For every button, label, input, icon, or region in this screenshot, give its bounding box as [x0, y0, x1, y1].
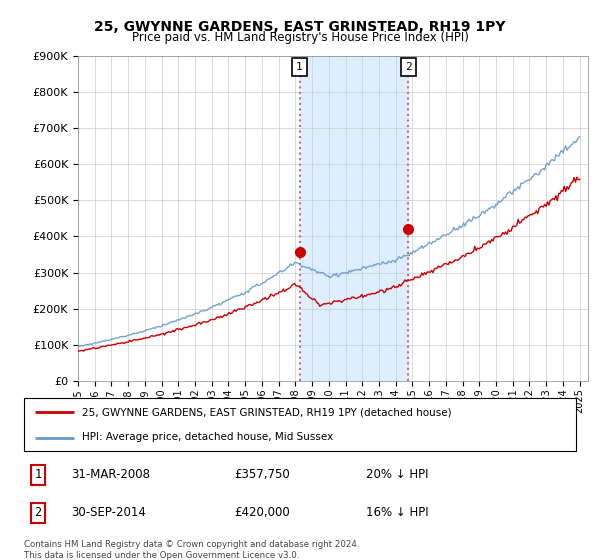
Text: 25, GWYNNE GARDENS, EAST GRINSTEAD, RH19 1PY (detached house): 25, GWYNNE GARDENS, EAST GRINSTEAD, RH19…: [82, 408, 452, 418]
Bar: [299, 56, 408, 381]
FancyBboxPatch shape: [24, 398, 576, 451]
Text: 2: 2: [405, 62, 412, 72]
Text: 20% ↓ HPI: 20% ↓ HPI: [366, 468, 429, 481]
Text: £420,000: £420,000: [234, 506, 290, 519]
Text: 2: 2: [34, 506, 41, 519]
Text: HPI: Average price, detached house, Mid Sussex: HPI: Average price, detached house, Mid …: [82, 432, 333, 442]
Text: 31-MAR-2008: 31-MAR-2008: [71, 468, 150, 481]
Text: 16% ↓ HPI: 16% ↓ HPI: [366, 506, 429, 519]
Text: 25, GWYNNE GARDENS, EAST GRINSTEAD, RH19 1PY: 25, GWYNNE GARDENS, EAST GRINSTEAD, RH19…: [94, 20, 506, 34]
Text: £357,750: £357,750: [234, 468, 290, 481]
Text: 30-SEP-2014: 30-SEP-2014: [71, 506, 146, 519]
Text: Price paid vs. HM Land Registry's House Price Index (HPI): Price paid vs. HM Land Registry's House …: [131, 31, 469, 44]
Text: 1: 1: [296, 62, 303, 72]
Text: Contains HM Land Registry data © Crown copyright and database right 2024.
This d: Contains HM Land Registry data © Crown c…: [24, 540, 359, 560]
Text: 1: 1: [34, 468, 41, 481]
